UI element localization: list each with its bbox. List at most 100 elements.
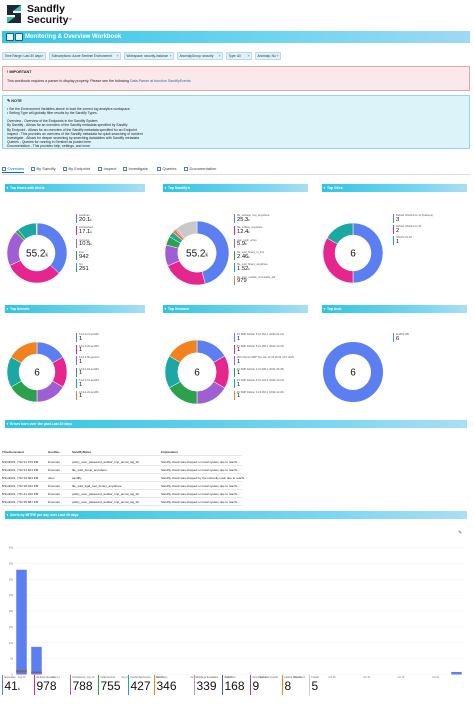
legend-number: 3 — [396, 216, 400, 223]
parameter-dropdown[interactable]: Time Range: Last 30 days ˅ — [2, 52, 46, 60]
more-icon[interactable]: … — [138, 185, 142, 190]
tile-number: 8 — [284, 679, 292, 693]
legend-swatch — [234, 333, 236, 342]
legend-swatch — [76, 263, 78, 273]
table-row[interactable]: 8/31/2023, 7:51:39.687 PM linuxman policy_… — [2, 498, 242, 506]
legend-swatch — [234, 367, 236, 377]
top-kernels-header: ▾ Top Kernels … — [5, 305, 145, 313]
x-tick-label: Oct 08 — [328, 676, 336, 679]
legend-number: 20.1 — [79, 216, 91, 223]
donut-center-value: 55.2k — [26, 249, 48, 260]
table-cell: policy_user_password_auditor_tmp_anmd_lo… — [72, 460, 139, 464]
donut-slice — [167, 260, 206, 286]
table-row[interactable]: 8/31/2023, 7:52:19.503 PM ubex sandfly Sand… — [2, 474, 247, 482]
legend-number: 25.3 — [237, 216, 249, 223]
top-hosts-header: ▾ Top Hosts with Alerts… — [5, 184, 145, 192]
legend-number: 1 — [396, 238, 400, 245]
tile-label: Collection — [224, 676, 236, 679]
column-header[interactable]: SandflyName — [72, 450, 92, 454]
donut-slice — [35, 222, 38, 236]
more-icon[interactable]: … — [301, 185, 305, 190]
top-sandflys-header: ▾ Top Sandfly's… — [163, 184, 308, 192]
note-heading: NOTE — [11, 99, 22, 103]
x-tick-label: Sep 24 — [259, 676, 267, 679]
parameter-dropdown[interactable]: AnomalyGroup: security ˅ — [177, 52, 223, 60]
tab-label: By Endpoint — [68, 166, 91, 171]
legend-value: 2.46k — [237, 254, 250, 260]
tile-label: Privilege Escalation — [196, 676, 219, 679]
collapse-icon[interactable]: ▾ — [323, 185, 326, 190]
more-icon[interactable]: … — [460, 306, 464, 311]
legend-swatch — [393, 214, 395, 223]
column-header[interactable]: HostNa... — [48, 450, 62, 454]
tab-by-endpoint[interactable]: By Endpoint — [63, 165, 90, 173]
section-title: Errors born over the past Last 30 days — [10, 421, 72, 426]
table-cell: policy_user_password_auditor_tmp_anmd_lo… — [72, 500, 139, 504]
tile-label: Initial Access — [100, 676, 115, 679]
top-versions-header: ▾ Top Versions… — [163, 305, 308, 313]
tab-investigate[interactable]: Investigate — [123, 165, 148, 173]
tab-queries[interactable]: Queries — [157, 165, 177, 173]
info-icon: ✎ — [7, 99, 12, 103]
y-tick-label: 40k — [9, 546, 14, 550]
legend-swatch — [393, 225, 395, 234]
table-row[interactable]: 8/31/2023, 7:51:41.222 PM linuxman policy_… — [2, 490, 242, 498]
trademark: ™ — [68, 18, 72, 22]
column-header[interactable]: Explanation — [161, 450, 179, 454]
legend-value: 1.52k — [237, 266, 250, 272]
table-cell: Sandfly check was stopped by the current… — [161, 476, 247, 480]
collapse-icon[interactable]: ▾ — [164, 306, 167, 311]
tile-number: 41 — [4, 679, 18, 693]
tile-value: 5 — [312, 679, 319, 693]
table-row[interactable]: 8/31/2023, 7:52:21.679 PM linuxman policy_… — [2, 458, 242, 466]
collapse-icon[interactable]: ▾ — [6, 185, 9, 190]
table-cell: 8/31/2023, 7:52:18.912 PM — [2, 484, 39, 488]
tile-value: 9 — [253, 679, 260, 693]
y-tick-label: 5k — [10, 657, 13, 661]
legend-label: Debian GNU/Linux 11 (bullseye) — [396, 214, 434, 217]
tab-overview[interactable]: Overview — [2, 165, 25, 173]
parameter-dropdown[interactable]: Type: All ˅ — [226, 52, 252, 60]
legend-number: 979 — [237, 278, 247, 285]
pin-icon[interactable]: ✎ — [458, 530, 463, 536]
tile-swatch — [128, 675, 129, 695]
more-icon[interactable]: … — [460, 421, 464, 426]
parameter-dropdown[interactable]: Anomaly: No ˅ — [255, 52, 281, 60]
tile-number: 168 — [224, 679, 245, 693]
tile-value: 788 — [73, 679, 93, 693]
more-icon[interactable]: … — [138, 306, 142, 311]
table-cell: Sandfly check was stopped on local syste… — [161, 484, 240, 488]
edit-icon[interactable] — [15, 33, 23, 41]
more-icon[interactable]: … — [460, 512, 464, 517]
table-row[interactable]: 8/31/2023, 7:52:21.624 PM linuxman file_su… — [2, 466, 242, 474]
tile-label: Command and Control — [252, 676, 278, 679]
section-title: Top Kernels — [10, 306, 30, 311]
tile-value: 41k — [5, 679, 20, 693]
legend-label: file_suid_binary_in_tmp — [237, 250, 265, 254]
table-cell: linuxman — [48, 492, 61, 496]
legend-label: #67-Ubuntu SMP Thu Jan 19 15:06:34 UTC 2… — [237, 356, 294, 359]
more-icon[interactable]: … — [460, 185, 464, 190]
tab-documentation[interactable]: Documentation — [184, 165, 216, 173]
legend-swatch — [76, 250, 78, 260]
tab-label: Documentation — [189, 166, 217, 171]
legend-value: 1 — [237, 393, 240, 399]
collapse-icon[interactable]: ▾ — [6, 421, 9, 426]
column-header[interactable]: TimeGenerated — [2, 450, 24, 454]
tab-by-sandfly[interactable]: By Sandfly — [31, 165, 56, 173]
x-tick-label: Oct 29 — [432, 676, 440, 679]
tab-inspect[interactable]: Inspect — [98, 165, 116, 173]
legend-unit: k — [248, 254, 250, 259]
more-icon[interactable]: … — [301, 306, 305, 311]
legend-number: 1 — [237, 358, 241, 365]
parser-link[interactable]: Data Parser at function SandflyEvents — [129, 79, 191, 83]
collapse-icon[interactable]: ▾ — [323, 306, 326, 311]
collapse-icon[interactable]: ▾ — [164, 185, 167, 190]
errors-header: ▾ Errors born over the past Last 30 days … — [5, 420, 467, 428]
collapse-icon[interactable]: ▾ — [6, 512, 9, 517]
collapse-icon[interactable]: ▾ — [6, 306, 9, 311]
legend-swatch — [393, 236, 395, 245]
table-row[interactable]: 8/31/2023, 7:52:18.912 PM linuxman file_su… — [2, 482, 242, 490]
parameter-dropdown[interactable]: Workspace: security-instance ˅ — [124, 52, 174, 60]
parameter-dropdown[interactable]: Subscriptions: Azure Sentinel Environmen… — [49, 52, 121, 60]
